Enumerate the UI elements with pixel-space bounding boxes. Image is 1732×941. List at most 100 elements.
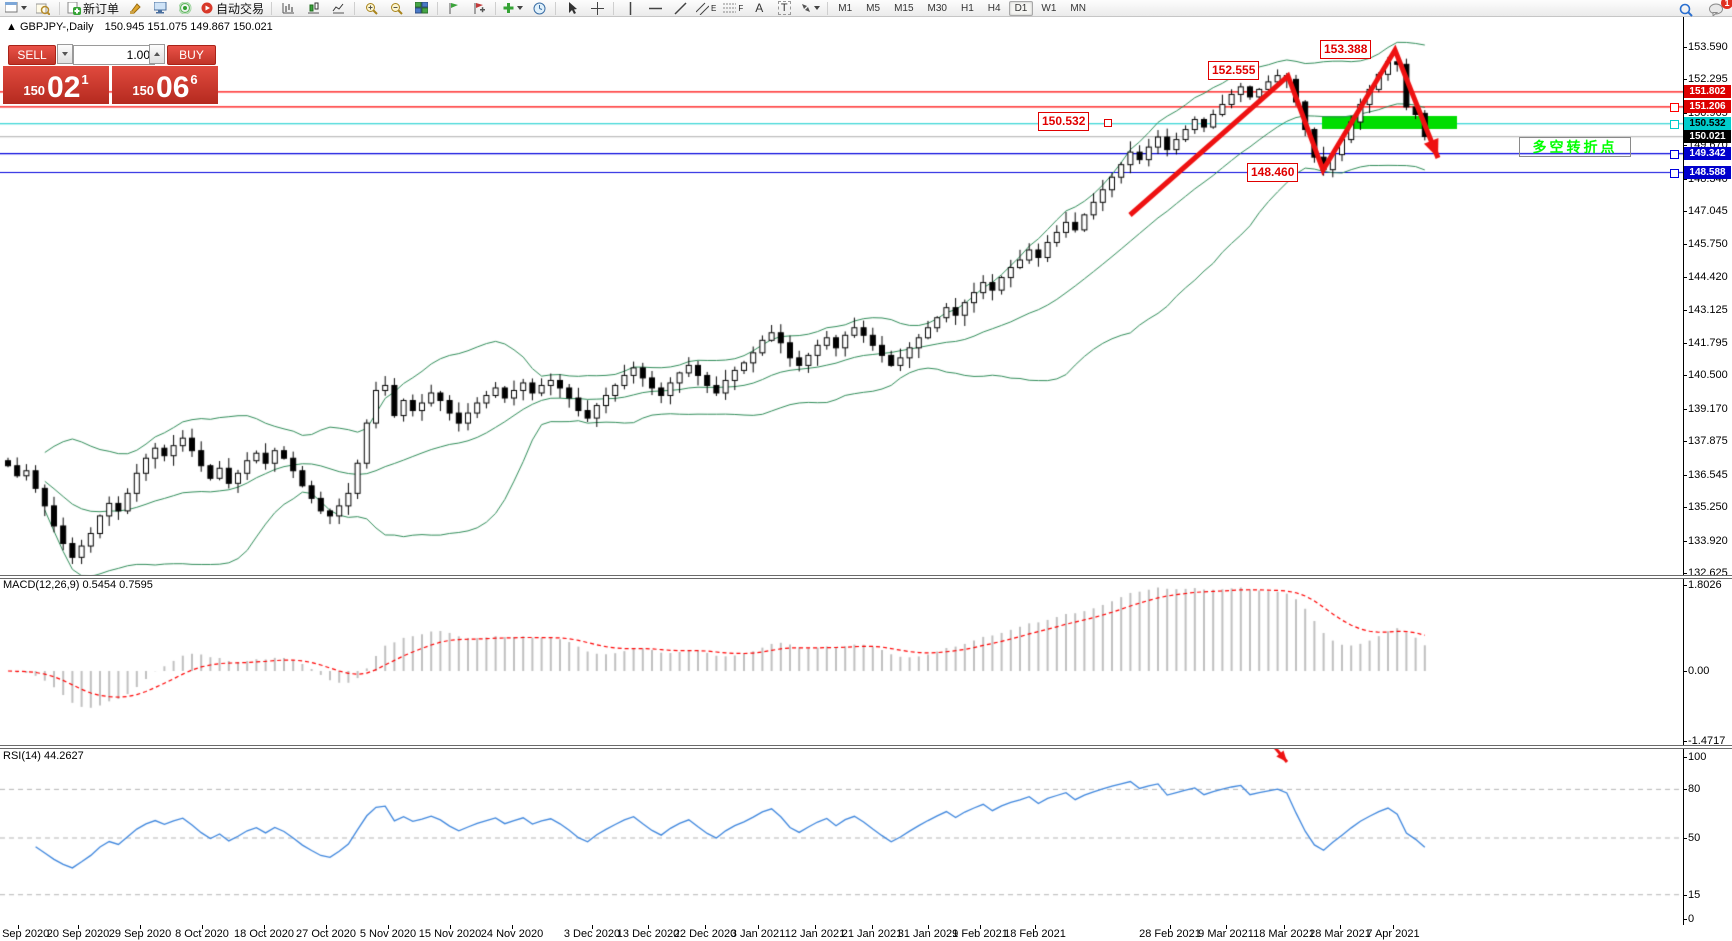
- date-tick-mark: [78, 925, 79, 929]
- buy-price-big: 06: [156, 71, 190, 104]
- macd-panel-canvas[interactable]: [0, 578, 1683, 746]
- indicators-button[interactable]: [442, 0, 466, 17]
- level-handle[interactable]: [1670, 150, 1679, 159]
- trendline-tool-button[interactable]: [668, 0, 692, 17]
- tab-timeframe-M1[interactable]: M1: [838, 2, 853, 14]
- date-tick-label: 21 Jan 2021: [841, 928, 903, 940]
- price-tick-mark: [1683, 409, 1687, 410]
- date-tick-label: 13 Dec 2020: [616, 928, 680, 940]
- buy-price-button[interactable]: 150 06 6: [112, 66, 218, 104]
- price-tick-label: 137.875: [1688, 435, 1728, 447]
- chart-price-label[interactable]: 153.388: [1320, 40, 1372, 59]
- zoom-in-icon: [365, 2, 378, 15]
- buy-button[interactable]: BUY: [167, 45, 216, 65]
- profiles-button[interactable]: [31, 0, 55, 17]
- price-tick-mark: [1683, 244, 1687, 245]
- bull-bear-turning-point-note[interactable]: 多空转折点: [1519, 137, 1631, 157]
- indicator-list-button[interactable]: [467, 0, 491, 17]
- signals-button[interactable]: [173, 0, 197, 17]
- text-label-tool-button[interactable]: T: [772, 0, 796, 17]
- auto-trading-label: 自动交易: [216, 1, 265, 16]
- tab-timeframe-W1[interactable]: W1: [1041, 2, 1057, 14]
- date-tick-mark: [140, 925, 141, 929]
- main-chart-canvas[interactable]: [0, 17, 1683, 576]
- brush-icon: [129, 3, 141, 14]
- zoom-out-button[interactable]: [384, 0, 408, 17]
- date-tick-label: 12 Jan 2021: [784, 928, 846, 940]
- price-tick-mark: [1683, 343, 1687, 344]
- toolbar-right: 1: [1674, 0, 1732, 18]
- new-chart-button[interactable]: [123, 0, 147, 17]
- level-handle[interactable]: [1670, 169, 1679, 178]
- sell-price-button[interactable]: 150 02 1: [3, 66, 109, 104]
- volume-increase-button[interactable]: [149, 44, 165, 64]
- bar-chart-icon: [282, 3, 294, 14]
- crosshair-tool-button[interactable]: [585, 0, 609, 17]
- tab-timeframe-MN[interactable]: MN: [1070, 2, 1086, 14]
- fibonacci-tool-button[interactable]: F: [720, 0, 746, 17]
- auto-trading-button[interactable]: 自动交易: [198, 0, 267, 17]
- price-tick-label: 141.795: [1688, 337, 1728, 349]
- search-button[interactable]: [1674, 1, 1698, 18]
- search-icon: [1679, 3, 1693, 17]
- level-price-badge: 150.532: [1684, 117, 1731, 130]
- notifications-button[interactable]: 1: [1704, 0, 1732, 18]
- date-tick-label: 31 Jan 2021: [897, 928, 959, 940]
- rsi-tick-mark: [1683, 789, 1687, 790]
- vertical-line-tool-button[interactable]: [618, 0, 642, 17]
- chart-price-label[interactable]: 152.555: [1208, 61, 1260, 80]
- bar-chart-button[interactable]: [276, 0, 300, 17]
- tab-timeframe-H4[interactable]: H4: [987, 2, 1001, 14]
- date-tick-label: 20 Sep 2020: [46, 928, 110, 940]
- zoom-in-button[interactable]: [359, 0, 383, 17]
- rsi-tick-mark: [1683, 838, 1687, 839]
- vertical-line-icon: [629, 1, 631, 15]
- price-tick-mark: [1683, 145, 1687, 146]
- panel-separator[interactable]: [0, 745, 1732, 749]
- date-tick-mark: [1035, 925, 1036, 929]
- rsi-label: RSI(14) 44.2627: [3, 750, 84, 762]
- panel-separator[interactable]: [0, 575, 1732, 579]
- symbol-period-label: GBPJPY-,Daily: [19, 21, 94, 33]
- date-tick-label: 18 Oct 2020: [234, 928, 294, 940]
- price-tick-mark: [1683, 541, 1687, 542]
- arrows-tool-button[interactable]: [797, 0, 823, 17]
- horizontal-line-tool-button[interactable]: [643, 0, 667, 17]
- add-indicator-button[interactable]: [500, 0, 526, 17]
- sell-button[interactable]: SELL: [8, 45, 56, 65]
- chart-price-label[interactable]: 150.532: [1038, 112, 1090, 131]
- chart-window-button[interactable]: [2, 0, 30, 17]
- macd-tick-label: -1.4717: [1688, 735, 1726, 747]
- date-tick-label: 9 Feb 2021: [952, 928, 1008, 940]
- market-watch-button[interactable]: [148, 0, 172, 17]
- tile-windows-button[interactable]: [409, 0, 433, 17]
- tab-timeframe-M5[interactable]: M5: [866, 2, 881, 14]
- channel-tool-button[interactable]: E: [693, 0, 719, 17]
- tab-timeframe-M15[interactable]: M15: [894, 2, 914, 14]
- price-tick-label: 133.920: [1688, 535, 1728, 547]
- line-chart-button[interactable]: [326, 0, 350, 17]
- cursor-tool-button[interactable]: [560, 0, 584, 17]
- volume-input[interactable]: [73, 45, 155, 65]
- label-handle[interactable]: [1104, 119, 1112, 127]
- volume-decrease-button[interactable]: [57, 44, 73, 64]
- text-tool-button[interactable]: A: [747, 0, 771, 17]
- tab-timeframe-D1[interactable]: D1: [1008, 0, 1034, 16]
- date-tick-mark: [326, 925, 327, 929]
- tab-timeframe-H1[interactable]: H1: [960, 2, 974, 14]
- level-handle[interactable]: [1670, 103, 1679, 112]
- date-tick-label: 5 Nov 2020: [359, 928, 417, 940]
- date-tick-label: 28 Feb 2021: [1139, 928, 1201, 940]
- period-clock-button[interactable]: [527, 0, 551, 17]
- price-tick-label: 139.170: [1688, 403, 1728, 415]
- tab-timeframe-M30[interactable]: M30: [927, 2, 947, 14]
- date-tick-mark: [450, 925, 451, 929]
- level-handle[interactable]: [1670, 120, 1679, 129]
- candlestick-chart-button[interactable]: [301, 0, 325, 17]
- date-tick-mark: [648, 925, 649, 929]
- chart-price-label[interactable]: 148.460: [1247, 163, 1299, 182]
- rsi-panel-canvas[interactable]: [0, 748, 1683, 925]
- new-order-button[interactable]: 新订单: [64, 0, 122, 17]
